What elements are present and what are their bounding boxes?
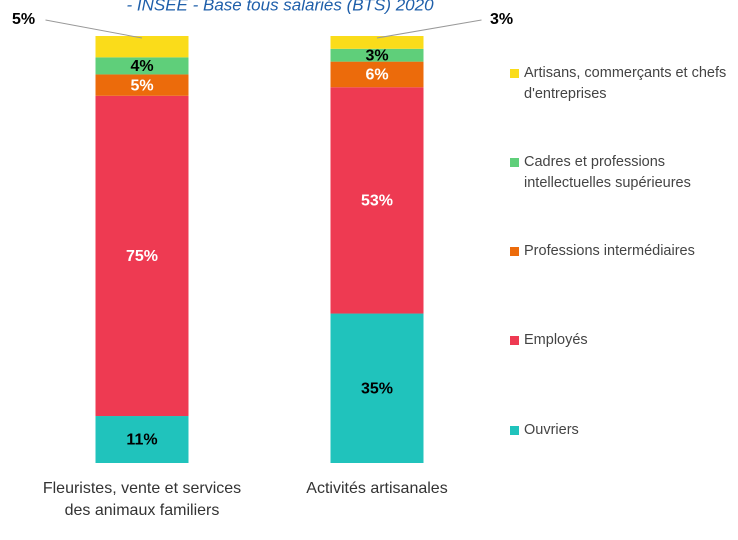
- chart-title: - INSEE - Base tous salariés (BTS) 2020: [126, 0, 434, 14]
- legend-swatch: [510, 426, 519, 435]
- legend-entry: Employés: [510, 330, 738, 351]
- value-label: 6%: [365, 67, 388, 84]
- value-label: 3%: [490, 11, 513, 28]
- bar-segment: [95, 36, 189, 58]
- value-label: 75%: [126, 248, 158, 265]
- legend-label: Cadres et professions intellectuelles su…: [524, 154, 691, 191]
- legend-label: Artisans, commerçants et chefs d'entrepr…: [524, 65, 727, 102]
- bar-segment: [95, 95, 189, 417]
- value-label: 4%: [130, 58, 153, 75]
- legend-label: Ouvriers: [524, 422, 579, 438]
- legend-label: Professions intermédiaires: [524, 243, 695, 259]
- legend-swatch: [510, 158, 519, 167]
- x-tick-label: Activités artisanales: [306, 480, 448, 497]
- bar-segment: [95, 416, 189, 463]
- bar-segment: [330, 313, 424, 463]
- legend-entry: Ouvriers: [510, 420, 738, 441]
- legend-swatch: [510, 247, 519, 256]
- value-label: 5%: [12, 11, 35, 28]
- value-label: 35%: [361, 380, 393, 397]
- value-label: 3%: [365, 47, 388, 64]
- x-tick-label: Fleuristes, vente et services des animau…: [42, 480, 242, 519]
- bar-segment: [95, 74, 189, 96]
- legend-label: Employés: [524, 332, 588, 348]
- value-label: 11%: [126, 432, 157, 449]
- legend-entry: Artisans, commerçants et chefs d'entrepr…: [510, 63, 738, 105]
- legend-entry: Professions intermédiaires: [510, 241, 738, 262]
- bar-segment: [95, 57, 189, 75]
- legend-swatch: [510, 336, 519, 345]
- value-label: 53%: [361, 193, 393, 210]
- bar-segment: [330, 36, 424, 49]
- legend-entry: Cadres et professions intellectuelles su…: [510, 152, 738, 194]
- bar-segment: [330, 87, 424, 314]
- value-label: 5%: [130, 77, 153, 94]
- leader-line: [45, 19, 143, 39]
- bar-segment: [330, 48, 424, 62]
- leader-line: [376, 19, 482, 39]
- bar-segment: [330, 61, 424, 88]
- legend-swatch: [510, 69, 519, 78]
